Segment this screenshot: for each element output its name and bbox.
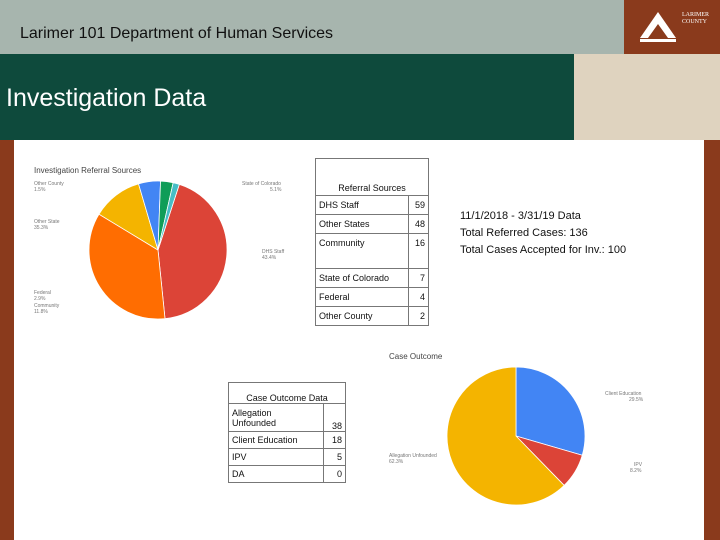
label-federal: Federal 2.9% [34, 290, 51, 302]
pie-slice-client-education [515, 366, 586, 456]
label-pct: 62.3% [389, 459, 404, 465]
label-pct: 1.5% [34, 187, 46, 193]
summary-date-range: 11/1/2018 - 3/31/19 Data [460, 210, 581, 222]
row-value: 18 [322, 431, 347, 449]
left-accent-strip [0, 140, 14, 540]
right-accent-strip [704, 140, 720, 540]
row-label: DHS Staff [315, 195, 409, 215]
table-row: Client Education 18 [228, 431, 347, 449]
logo-text: LARIMER COUNTY [682, 12, 709, 26]
logo-line-1: LARIMER [682, 12, 709, 18]
table-row: Other States 48 [315, 214, 430, 234]
table-header-row: Referral Sources [315, 158, 429, 196]
row-label-line-2: Unfounded [232, 417, 277, 428]
label-name: Other State [34, 219, 60, 225]
table-row: IPV 5 [228, 448, 347, 466]
label-name: State of Colorado [242, 181, 281, 187]
logo: LARIMER COUNTY [624, 0, 720, 54]
label-name: Client Education [605, 391, 642, 397]
pie-slice-dhs-staff [157, 183, 228, 320]
label-pct: 29.5% [629, 397, 644, 403]
referral-sources-table: Referral Sources DHS Staff 59 Other Stat… [315, 158, 430, 326]
label-other-state: Other State 35.3% [34, 219, 60, 231]
outcome-chart-title: Case Outcome [389, 352, 443, 361]
table-header: Case Outcome Data [228, 382, 346, 404]
label-state-of-colorado: State of Colorado 5.1% [242, 181, 281, 193]
label-dhs-staff: DHS Staff 43.4% [262, 249, 284, 261]
label-name: IPV [634, 462, 643, 468]
referral-pie-chart [88, 180, 228, 320]
label-pct: 2.9% [34, 296, 46, 302]
row-value: 5 [322, 448, 347, 466]
mountain-logo-icon [640, 12, 676, 42]
label-allegation-unfounded: Allegation Unfounded 62.3% [389, 453, 437, 465]
summary-total-referred: Total Referred Cases: 136 [460, 227, 588, 239]
section-band: Investigation Data [0, 54, 574, 140]
tan-accent-box [574, 54, 720, 140]
row-label: Community [315, 233, 409, 269]
pie-slice-other-county [157, 182, 180, 251]
table-row: DA 0 [228, 465, 347, 483]
row-label-line-1: Allegation [232, 407, 272, 418]
logo-line-2: COUNTY [682, 19, 707, 25]
table-header: Referral Sources [315, 158, 429, 196]
row-label: Allegation Unfounded [228, 403, 324, 432]
label-pct: 5.1% [270, 187, 282, 193]
header-bar: Larimer 101 Department of Human Services [0, 0, 624, 54]
label-client-education: Client Education 29.5% [605, 391, 643, 403]
header-title: Larimer 101 Department of Human Services [20, 25, 334, 42]
row-value: 48 [407, 214, 430, 234]
row-label: Other County [315, 306, 409, 326]
label-name: Other County [34, 181, 64, 187]
row-value: 0 [322, 465, 347, 483]
summary-text: 11/1/2018 - 3/31/19 Data Total Referred … [460, 208, 626, 259]
table-row: DHS Staff 59 [315, 195, 430, 215]
table-row: State of Colorado 7 [315, 268, 430, 288]
label-name: DHS Staff [262, 249, 285, 255]
row-value: 38 [322, 403, 347, 432]
row-value: 16 [407, 233, 430, 269]
label-name: Federal [34, 290, 51, 296]
table-row: Allegation Unfounded 38 [228, 403, 347, 432]
pie-slice-allegation-unfounded [446, 366, 565, 506]
section-title: Investigation Data [6, 84, 207, 112]
label-community: Community 11.8% [34, 303, 59, 315]
row-label: Other States [315, 214, 409, 234]
label-pct: 43.4% [262, 255, 277, 261]
table-header-row: Case Outcome Data [228, 382, 346, 404]
row-label: DA [228, 465, 324, 483]
label-pct: 8.2% [630, 468, 642, 474]
table-row: Other County 2 [315, 306, 430, 326]
table-row: Community 16 [315, 233, 430, 269]
outcome-pie-chart [446, 366, 586, 506]
label-ipv: IPV 8.2% [630, 462, 642, 474]
table-row: Federal 4 [315, 287, 430, 307]
label-name: Community [34, 303, 60, 309]
case-outcome-table: Case Outcome Data Allegation Unfounded 3… [228, 382, 347, 483]
row-value: 59 [407, 195, 430, 215]
referral-chart-title: Investigation Referral Sources [34, 166, 142, 175]
label-pct: 35.3% [34, 225, 49, 231]
row-label: Federal [315, 287, 409, 307]
label-pct: 11.8% [34, 309, 48, 315]
row-label: State of Colorado [315, 268, 409, 288]
row-value: 7 [407, 268, 430, 288]
pie-slice-other-state [88, 213, 166, 320]
row-label: Client Education [228, 431, 324, 449]
label-name: Allegation Unfounded [389, 453, 437, 459]
row-label: IPV [228, 448, 324, 466]
label-other-county: Other County 1.5% [34, 181, 64, 193]
row-value: 4 [407, 287, 430, 307]
summary-total-accepted: Total Cases Accepted for Inv.: 100 [460, 244, 627, 256]
row-value: 2 [407, 306, 430, 326]
